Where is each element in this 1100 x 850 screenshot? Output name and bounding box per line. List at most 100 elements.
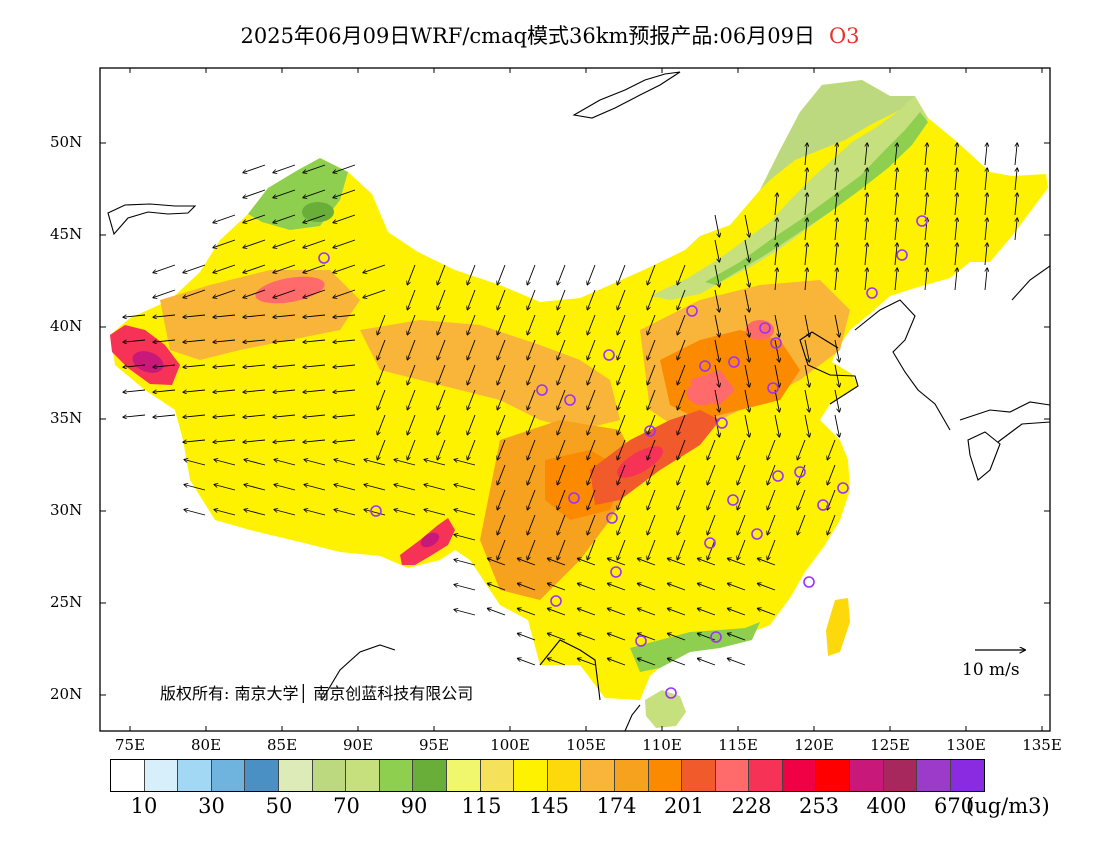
wind-vector: [804, 389, 809, 412]
ozone-concentration-field: [110, 80, 1048, 728]
wind-vector: [954, 168, 957, 191]
wind-vector: [737, 489, 746, 510]
wind-vector: [243, 339, 266, 342]
wind-vector: [924, 168, 927, 191]
wind-vector: [333, 289, 356, 298]
wind-vector: [497, 439, 506, 460]
colorbar-swatch: [144, 760, 179, 791]
colorbar-swatch: [446, 760, 481, 791]
city-station-marker: [665, 687, 677, 699]
wind-vector: [303, 364, 326, 367]
wind-vector: [804, 193, 807, 216]
page-title: 2025年06月09日WRF/cmaq模式36km预报产品:06月09日 O3: [0, 20, 1100, 50]
wind-vector: [804, 339, 809, 362]
wind-vector: [153, 414, 176, 417]
wind-vector: [407, 389, 416, 410]
wind-vector: [587, 439, 596, 460]
wind-vector: [123, 364, 146, 367]
wind-vector: [637, 608, 656, 616]
wind-vector: [213, 264, 236, 273]
axis-ticks: [100, 68, 1050, 731]
wind-vector: [527, 464, 536, 485]
wind-vector: [714, 339, 719, 362]
wind-vector: [214, 485, 236, 491]
wind-vector: [864, 143, 867, 166]
wind-vector: [587, 489, 596, 510]
wind-vector: [527, 414, 536, 435]
wind-vector: [954, 268, 957, 291]
wind-vector: [517, 608, 536, 616]
wind-vector: [577, 583, 596, 591]
wind-vector: [184, 510, 206, 516]
wind-vector: [153, 314, 176, 317]
wind-vector: [984, 168, 987, 191]
wind-vector: [834, 414, 839, 437]
wind-vector: [737, 539, 746, 560]
wind-vector: [273, 264, 296, 273]
wind-vector: [467, 389, 476, 410]
tibet-core: [420, 532, 440, 548]
x-axis-label: 75E: [114, 736, 146, 754]
coastline-segment: [1011, 265, 1050, 301]
city-station-marker: [896, 249, 908, 261]
city-station-marker: [916, 215, 928, 227]
x-axis-label: 90E: [342, 736, 374, 754]
colorbar-swatch: [850, 760, 884, 791]
wind-vector: [557, 464, 566, 485]
wind-vector: [527, 264, 536, 285]
wind-vector: [527, 314, 536, 335]
wind-vector: [714, 239, 719, 262]
wind-vector: [214, 510, 236, 516]
wind-vector: [587, 514, 596, 535]
wind-vector: [774, 339, 779, 362]
wind-vector: [954, 193, 957, 216]
wind-vector: [697, 608, 716, 616]
colorbar-tick-label: 174: [596, 794, 637, 818]
qinghai-orange-belt: [360, 320, 620, 430]
wind-vector: [437, 314, 446, 335]
colorbar-swatch: [346, 760, 380, 791]
wind-vector: [804, 143, 807, 166]
wind-vector: [123, 314, 146, 317]
wind-vector: [834, 364, 839, 387]
central-hotspot: [616, 446, 664, 478]
wind-vector: [243, 189, 266, 198]
wind-vector: [183, 339, 206, 342]
wind-vector: [707, 464, 716, 485]
wind-vector: [377, 439, 386, 460]
wind-vector: [834, 389, 839, 412]
colorbar-swatch: [581, 760, 615, 791]
wind-vector: [497, 364, 506, 385]
wind-vector: [334, 460, 356, 466]
wind-vector: [587, 339, 596, 360]
wind-vector: [587, 289, 596, 310]
colorbar-unit: (ug/m3): [966, 794, 1050, 818]
wind-vector: [744, 289, 749, 312]
wind-vector: [617, 539, 626, 560]
wind-vector: [954, 243, 957, 266]
wind-vector: [377, 414, 386, 435]
wind-vector: [153, 289, 176, 298]
wind-vector: [677, 264, 686, 285]
wind-vector: [677, 339, 686, 360]
wind-vector: [273, 239, 296, 248]
city-station-marker: [370, 505, 382, 517]
wind-vector: [744, 389, 749, 412]
wind-vector: [364, 485, 386, 491]
wind-vector: [243, 364, 266, 367]
wind-vector: [527, 539, 536, 560]
wind-vector: [497, 264, 506, 285]
wind-vector: [467, 314, 476, 335]
wind-vector: [153, 364, 176, 367]
x-axis-label: 85E: [266, 736, 298, 754]
wind-vector: [153, 339, 176, 342]
wind-vector: [377, 389, 386, 410]
wind-vector: [243, 414, 266, 417]
city-station-marker: [603, 349, 615, 361]
wind-vector: [647, 364, 656, 385]
colorbar-swatch: [278, 760, 313, 791]
wind-vector: [757, 608, 776, 616]
colorbar-swatch: [715, 760, 750, 791]
colorbar-swatch: [648, 760, 683, 791]
